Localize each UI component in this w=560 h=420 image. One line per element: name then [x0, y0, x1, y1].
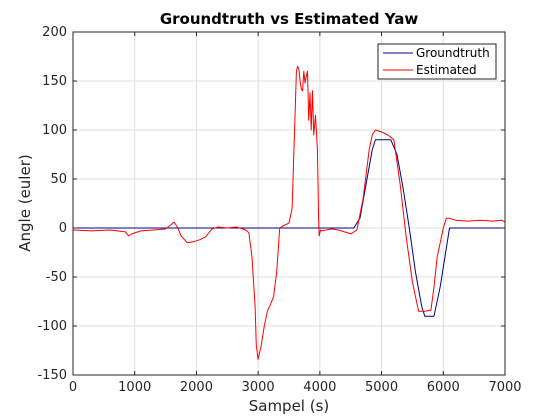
x-tick-label: 5000: [365, 380, 398, 395]
x-tick-label: 0: [69, 380, 77, 395]
chart-title: Groundtruth vs Estimated Yaw: [160, 10, 419, 28]
x-tick-label: 3000: [242, 380, 275, 395]
y-tick-label: -50: [46, 270, 67, 285]
x-tick-label: 6000: [427, 380, 460, 395]
y-axis-label: Angle (euler): [16, 154, 34, 251]
legend-label-estimated: Estimated: [416, 63, 477, 77]
y-axis: -150 -100 -50 0 50 100 150 200: [37, 25, 505, 383]
y-tick-label: 0: [59, 221, 67, 236]
x-tick-label: 7000: [488, 380, 521, 395]
series-line-estimated: [72, 65, 506, 360]
series-layer: [72, 65, 506, 360]
series-line-groundtruth: [73, 139, 505, 317]
legend: Groundtruth Estimated: [377, 43, 497, 80]
x-axis-label: Sampel (s): [249, 397, 330, 415]
y-tick-label: 150: [42, 74, 67, 89]
plot-area: [73, 32, 505, 375]
legend-box: [377, 43, 497, 80]
x-axis: 0 1000 2000 3000 4000 5000 6000 7000: [69, 32, 522, 395]
y-tick-label: -100: [37, 319, 67, 334]
x-tick-label: 4000: [303, 380, 336, 395]
x-tick-label: 2000: [180, 380, 213, 395]
legend-label-groundtruth: Groundtruth: [416, 46, 490, 60]
x-tick-label: 1000: [118, 380, 151, 395]
y-tick-label: -150: [37, 368, 67, 383]
y-tick-label: 100: [42, 123, 67, 138]
y-tick-label: 200: [42, 25, 67, 40]
plot-frame: [72, 31, 506, 376]
y-tick-label: 50: [50, 172, 67, 187]
